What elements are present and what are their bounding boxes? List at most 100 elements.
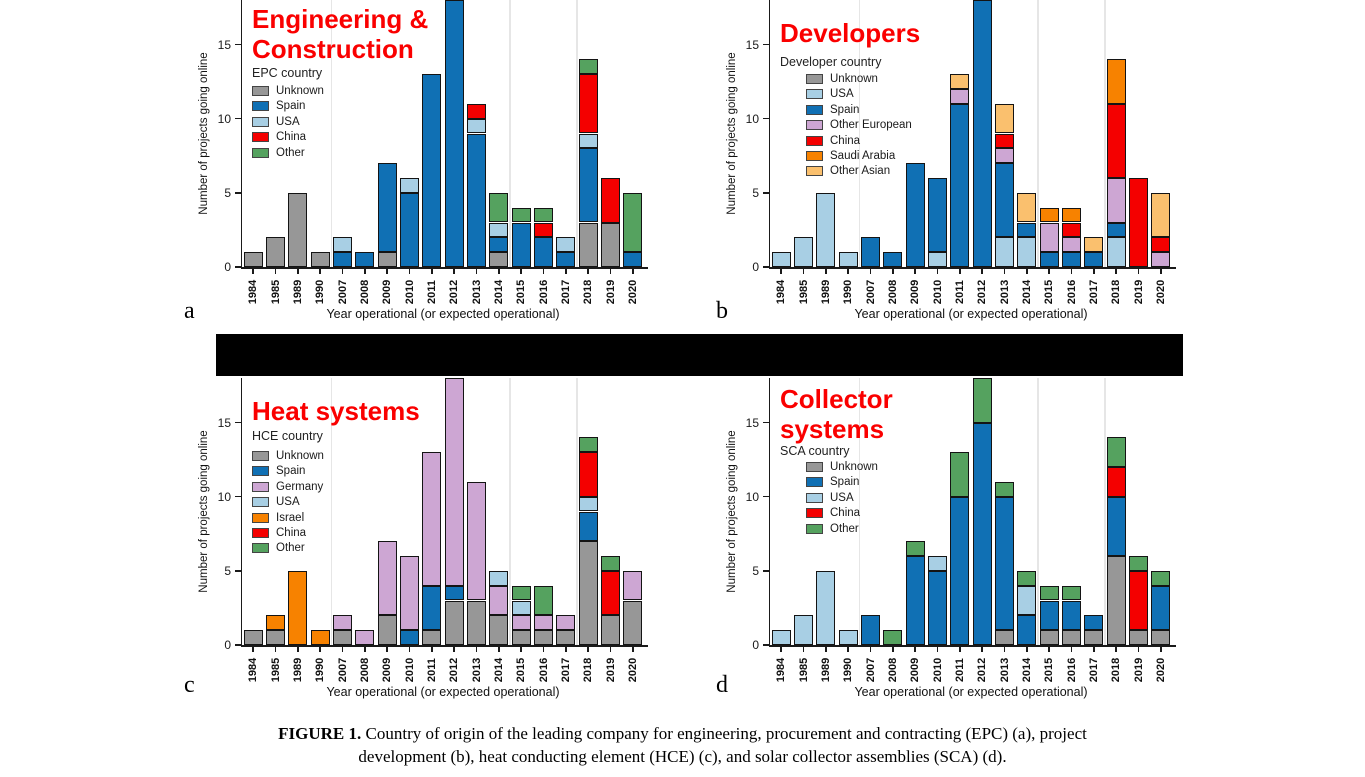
- bar-segment-other: [1062, 585, 1081, 601]
- bar-segment-other-asian: [1084, 237, 1104, 253]
- bar-segment-other: [489, 192, 509, 223]
- y-tick-mark: [762, 421, 769, 424]
- bar-segment-usa: [995, 237, 1014, 267]
- era-gridline: [858, 378, 861, 645]
- y-tick-mark: [762, 644, 769, 646]
- bar-segment-unknown: [422, 630, 442, 645]
- bar-segment-other-european: [1151, 252, 1171, 267]
- bar-segment-other: [883, 630, 903, 645]
- era-gridline: [1037, 0, 1039, 267]
- bar-segment-china: [578, 74, 598, 134]
- bar-segment-china: [1151, 237, 1171, 253]
- bar-segment-unknown: [333, 630, 352, 645]
- y-axis-line: [240, 0, 242, 269]
- bar-segment-germany: [467, 481, 486, 601]
- y-tick-label: 10: [745, 489, 759, 504]
- bar-segment-unknown: [534, 630, 553, 645]
- y-tick-mark: [234, 421, 241, 424]
- bar-segment-other: [1151, 570, 1171, 586]
- era-gridline: [1037, 378, 1039, 645]
- y-tick-label: 0: [224, 638, 231, 652]
- year-tick-label: 2009: [909, 657, 922, 683]
- bar-segment-usa: [816, 570, 836, 645]
- x-tick-mark: [431, 646, 433, 652]
- y-tick-label: 5: [752, 185, 759, 200]
- chart-title: Heat systems: [252, 396, 420, 426]
- legend-swatch-spain: [252, 466, 269, 477]
- y-tick-label: 0: [752, 260, 759, 274]
- bar-segment-unknown: [556, 630, 576, 645]
- x-tick-mark: [408, 268, 411, 274]
- chart-title: Construction: [252, 34, 414, 64]
- bar-segment-usa: [1106, 237, 1126, 267]
- bar-segment-spain: [861, 237, 880, 267]
- x-tick-mark: [780, 646, 782, 652]
- era-gridline: [858, 0, 861, 267]
- bar-segment-usa: [578, 496, 598, 512]
- x-tick-mark: [565, 646, 567, 652]
- bar-segment-china: [1129, 570, 1148, 631]
- legend-label: Unknown: [276, 85, 324, 97]
- legend-swatch-china: [252, 132, 269, 143]
- bar-segment-other: [623, 192, 643, 253]
- bar-segment-other: [1039, 585, 1059, 601]
- x-tick-mark: [587, 646, 589, 652]
- x-tick-mark: [632, 646, 634, 652]
- x-tick-mark: [869, 646, 872, 652]
- bar-segment-germany: [400, 556, 419, 631]
- legend-swatch-germany: [252, 481, 269, 492]
- x-tick-mark: [498, 268, 500, 274]
- y-tick-label: 0: [224, 260, 231, 274]
- bar-segment-other-asian: [1017, 192, 1037, 223]
- year-tick-label: 2014: [1020, 657, 1033, 683]
- figure-caption: FIGURE 1. Country of origin of the leadi…: [233, 722, 1133, 769]
- year-tick-label: 2017: [1087, 657, 1100, 683]
- x-tick-mark: [1115, 268, 1117, 274]
- x-tick-mark: [1003, 646, 1006, 652]
- panel-letter: c: [184, 672, 195, 698]
- legend-swatch-usa: [252, 116, 269, 127]
- y-tick-label: 15: [745, 37, 759, 52]
- bar-segment-unknown: [489, 615, 509, 645]
- legend-label: China: [830, 507, 861, 520]
- x-tick-mark: [520, 268, 522, 274]
- y-tick-label: 15: [217, 37, 231, 52]
- legend-swatch-spain: [252, 101, 269, 112]
- year-tick-label: 2008: [886, 657, 899, 683]
- era-gridline: [576, 378, 578, 645]
- bar-segment-spain: [467, 133, 486, 267]
- x-tick-mark: [341, 646, 344, 652]
- bar-segment-spain: [1084, 252, 1104, 267]
- x-tick-mark: [274, 646, 277, 652]
- bar-segment-germany: [422, 452, 442, 586]
- x-tick-mark: [1070, 646, 1073, 652]
- x-tick-mark: [1003, 268, 1006, 274]
- legend-swatch-china: [252, 528, 269, 538]
- bar-segment-israel: [310, 630, 330, 645]
- bar-segment-other: [578, 437, 598, 453]
- x-tick-mark: [319, 646, 321, 652]
- era-gridline: [1104, 378, 1106, 645]
- x-tick-mark: [1070, 268, 1073, 274]
- figure-caption-text: Country of origin of the leading company…: [358, 724, 1087, 767]
- bar-segment-usa: [489, 222, 509, 238]
- x-tick-mark: [565, 268, 567, 274]
- bar-segment-spain: [534, 237, 553, 267]
- bar-segment-spain: [422, 74, 442, 267]
- bar-segment-other: [995, 481, 1014, 497]
- legend-swatch-unknown: [252, 451, 269, 461]
- y-tick-mark: [234, 570, 241, 572]
- chart-title: Developers: [780, 18, 921, 48]
- bar-segment-usa: [794, 615, 813, 645]
- bar-segment-unknown: [623, 600, 643, 645]
- legend-swatch-china: [806, 508, 823, 519]
- x-tick-mark: [1160, 268, 1162, 274]
- bar-segment-usa: [838, 252, 858, 267]
- bar-segment-germany: [556, 615, 576, 631]
- bar-segment-unknown: [489, 252, 509, 267]
- y-tick-label: 10: [217, 111, 231, 126]
- legend-swatch-other: [252, 147, 269, 158]
- bar-segment-other: [511, 585, 531, 601]
